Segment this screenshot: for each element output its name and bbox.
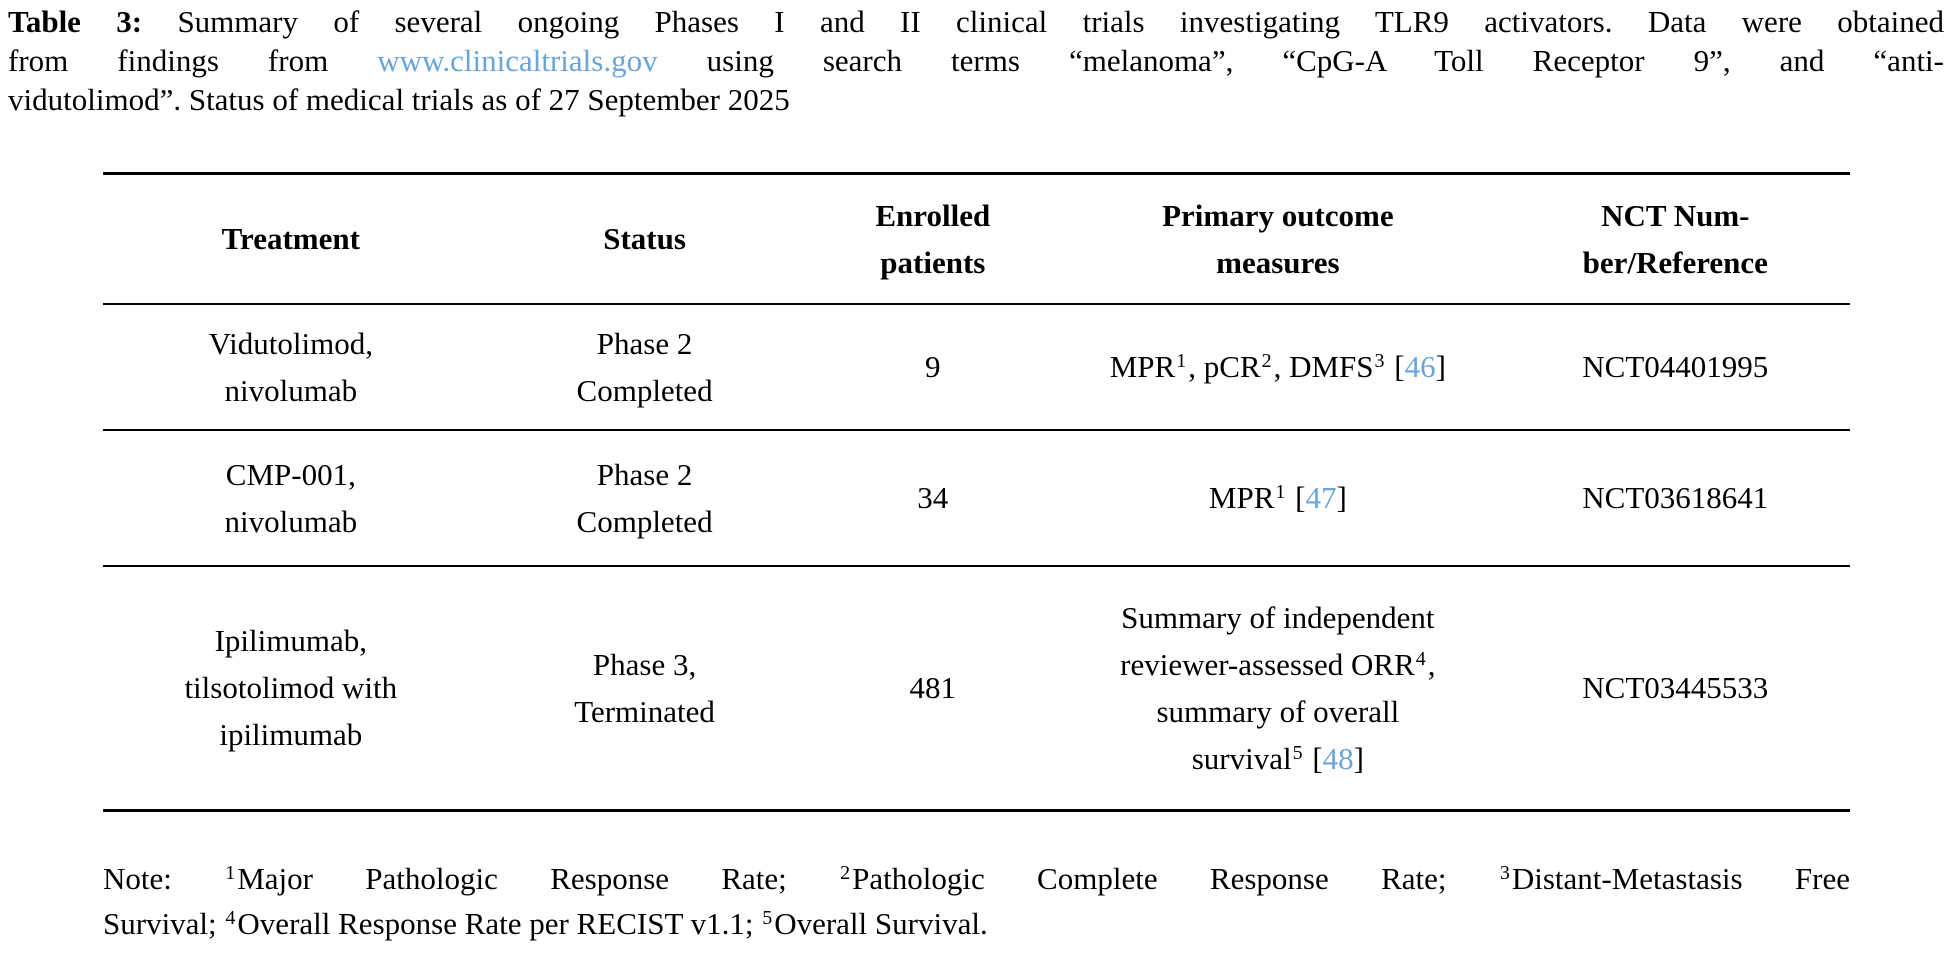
table-label: Table 3: [8, 4, 143, 39]
cell-line: ber/Reference [1582, 244, 1768, 280]
footnote-marker: 3 [1374, 350, 1385, 373]
footnote-line: Note: 1Major Pathologic Response Rate; 2… [103, 856, 1850, 901]
cell-line: Status [603, 221, 686, 257]
footnote-marker: 1 [1176, 350, 1187, 373]
text-run: Note: [103, 861, 225, 896]
cell-nct-number: NCT03445533 [1582, 670, 1769, 706]
text-run: summary of overall [1156, 693, 1400, 729]
cell-line: measures [1216, 244, 1340, 280]
text-run: from findings from [8, 43, 378, 78]
clinicaltrials-gov-link[interactable]: www.clinicaltrials.gov [377, 43, 658, 78]
text-run: , [1427, 646, 1436, 682]
citation-link[interactable]: 47 [1305, 480, 1337, 515]
text-run: Pathologic Complete Response Rate; [852, 861, 1499, 896]
text-run: vidutolimod”. Status of medical trials a… [8, 82, 790, 117]
cell-line: Vidutolimod, [208, 325, 373, 361]
table-row: Vidutolimod, nivolumab Phase 2 Completed 9 MP… [103, 304, 1850, 430]
footnote-marker: 3 [1499, 862, 1510, 885]
table-header-row: Treatment Status Enrolled patients Primary o… [103, 174, 1850, 304]
footnote-marker: 4 [1415, 648, 1426, 671]
cell-line: Ipilimumab, [214, 623, 367, 659]
citation-link[interactable]: 48 [1322, 740, 1354, 776]
text-run: ] [1336, 480, 1347, 515]
text-run: survival [1191, 740, 1292, 776]
table-footnote: Note: 1Major Pathologic Response Rate; 2… [103, 856, 1850, 946]
text-run: [ [1304, 740, 1323, 776]
text-run: ] [1353, 740, 1364, 776]
caption-line: Table 3: Summary of several ongoing Phas… [8, 2, 1944, 41]
cell-primary-outcome: MPR1 [47] [1055, 430, 1500, 566]
footnote-marker: 1 [225, 862, 236, 885]
footnote-marker: 2 [1261, 350, 1272, 373]
cell-line: patients [880, 244, 986, 280]
cell-status: Phase 2 Completed [479, 304, 811, 430]
col-header-enrolled-patients: Enrolled patients [811, 174, 1056, 304]
cell-line: Phase 3, [592, 646, 697, 682]
cell-enrolled-patients: 9 [925, 349, 941, 384]
cell-line: ipilimumab [219, 717, 363, 753]
caption-line: from findings from www.clinicaltrials.go… [8, 41, 1944, 80]
text-run: Distant-Metastasis Free [1511, 861, 1850, 896]
text-run: ] [1435, 349, 1446, 384]
footnote-marker: 5 [1292, 742, 1303, 765]
cell-line: Completed [576, 372, 713, 408]
text-run: [ [1287, 480, 1306, 515]
cell-treatment: Vidutolimod, nivolumab [103, 304, 479, 430]
cell-line: Primary outcome [1162, 197, 1394, 233]
text-run: Summary of independent [1121, 599, 1435, 635]
cell-line: Completed [576, 503, 713, 539]
cell-line: tilsotolimod with [184, 670, 398, 706]
text-run: MPR [1208, 480, 1275, 515]
cell-enrolled-patients: 34 [917, 480, 949, 515]
text-run: Overall Response Rate per RECIST v1.1; [237, 906, 762, 941]
cell-nct-number: NCT03618641 [1582, 480, 1769, 515]
col-header-status: Status [479, 174, 811, 304]
text-run: [ [1386, 349, 1405, 384]
clinical-trials-table: Treatment Status Enrolled patients Primary o… [103, 172, 1850, 812]
cell-line: Treatment [221, 221, 360, 257]
footnote-marker: 1 [1275, 481, 1286, 504]
cell-status: Phase 2 Completed [479, 430, 811, 566]
cell-line: nivolumab [224, 372, 358, 408]
text-run: Survival; [103, 906, 225, 941]
cell-line: Phase 2 [596, 325, 693, 361]
table-row: Ipilimumab, tilsotolimod with ipilimumab Ph… [103, 566, 1850, 811]
col-header-treatment: Treatment [103, 174, 479, 304]
text-run: Major Pathologic Response Rate; [237, 861, 840, 896]
cell-nct-number: NCT04401995 [1582, 349, 1769, 384]
cell-enrolled-patients: 481 [909, 670, 957, 706]
cell-line: nivolumab [224, 503, 358, 539]
cell-status: Phase 3, Terminated [479, 566, 811, 811]
table-row: CMP-001, nivolumab Phase 2 Completed 34 MPR1 … [103, 430, 1850, 566]
footnote-marker: 4 [225, 907, 236, 930]
cell-primary-outcome: MPR1, pCR2, DMFS3 [46] [1055, 304, 1500, 430]
cell-treatment: CMP-001, nivolumab [103, 430, 479, 566]
citation-link[interactable]: 46 [1404, 349, 1436, 384]
text-run: Summary of several ongoing Phases I and … [142, 4, 1944, 39]
footnote-line: Survival; 4Overall Response Rate per REC… [103, 901, 1850, 946]
text-run: , pCR [1188, 349, 1261, 384]
cell-line: Terminated [574, 693, 715, 729]
text-run: reviewer-assessed ORR [1120, 646, 1415, 682]
col-header-primary-outcome-measures: Primary outcome measures [1055, 174, 1500, 304]
cell-line: NCT Num- [1601, 197, 1750, 233]
text-run: , DMFS [1273, 349, 1374, 384]
footnote-marker: 5 [762, 907, 773, 930]
cell-primary-outcome: Summary of independent reviewer-assessed … [1055, 566, 1500, 811]
table-caption: Table 3: Summary of several ongoing Phas… [8, 2, 1944, 119]
cell-line: Phase 2 [596, 456, 693, 492]
text-run: MPR [1109, 349, 1176, 384]
cell-line: Enrolled [875, 197, 991, 233]
col-header-nct-number-reference: NCT Num-ber/Reference [1501, 174, 1850, 304]
text-run: using search terms “melanoma”, “CpG-A To… [657, 43, 1944, 78]
cell-treatment: Ipilimumab, tilsotolimod with ipilimumab [103, 566, 479, 811]
text-run: Overall Survival. [774, 906, 988, 941]
footnote-marker: 2 [840, 862, 851, 885]
caption-line: vidutolimod”. Status of medical trials a… [8, 80, 1944, 119]
cell-line: CMP-001, [225, 456, 356, 492]
